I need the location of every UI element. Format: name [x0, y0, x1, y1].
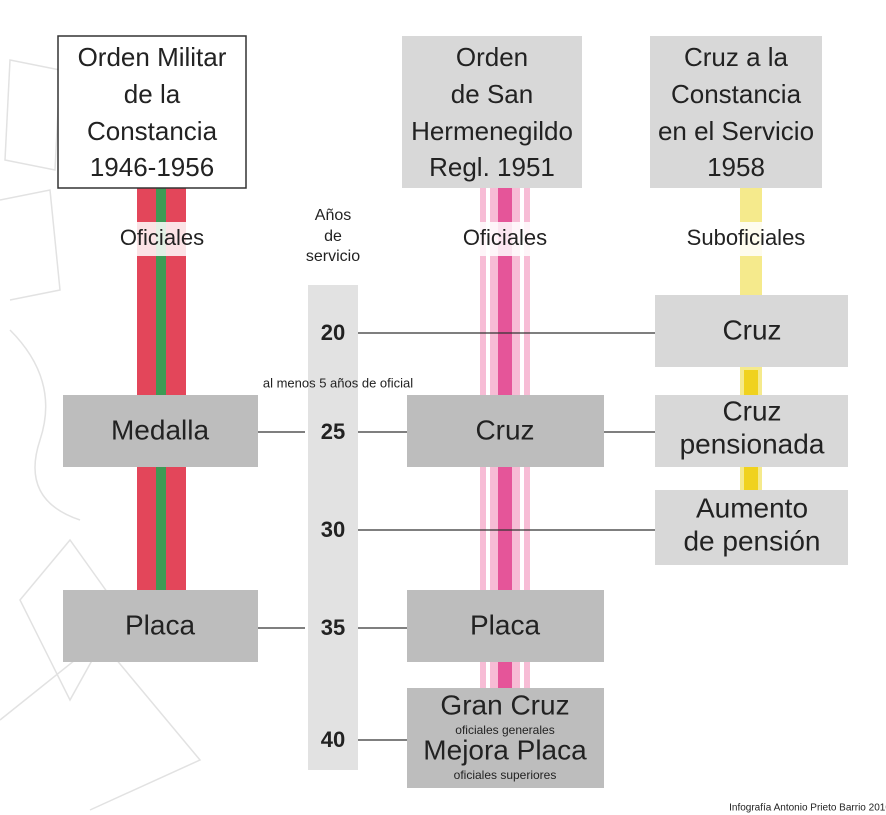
award-text: Medalla [111, 414, 209, 445]
infographic: Orden Militar de la Constancia 1946-1956… [0, 0, 886, 815]
header-text: Constancia [87, 116, 218, 146]
year-value: 20 [321, 320, 345, 345]
header-text: Orden [456, 42, 528, 72]
rank-label: Oficiales [120, 225, 204, 250]
years-label: servicio [306, 248, 360, 265]
year-value: 40 [321, 727, 345, 752]
rank-label: Oficiales [463, 225, 547, 250]
credit: Infografía Antonio Prieto Barrio 2010 [729, 803, 886, 814]
award-subtext: oficiales superiores [454, 768, 557, 782]
header-text: Cruz a la [684, 42, 789, 72]
award-text: Cruz [722, 314, 781, 345]
rank-label: Suboficiales [687, 225, 806, 250]
header-text: Constancia [671, 79, 802, 109]
award-text: Gran Cruz [440, 689, 569, 720]
years-note: al menos 5 años de oficial [263, 375, 413, 390]
award-text: Placa [470, 609, 540, 640]
award-text: pensionada [680, 428, 825, 459]
award-text: Aumento [696, 492, 808, 523]
year-value: 25 [321, 419, 345, 444]
header-text: Regl. 1951 [429, 152, 555, 182]
award-text: Cruz [722, 395, 781, 426]
year-value: 30 [321, 517, 345, 542]
header-text: Hermenegildo [411, 116, 573, 146]
award-text: de pensión [683, 525, 820, 556]
header-text: 1946-1956 [90, 152, 214, 182]
header-text: de San [451, 79, 533, 109]
award-text: Mejora Placa [423, 734, 587, 765]
header-text: 1958 [707, 152, 765, 182]
award-text: Placa [125, 609, 195, 640]
header-text: Orden Militar [78, 42, 227, 72]
award-text: Cruz [475, 414, 534, 445]
header-text: en el Servicio [658, 116, 814, 146]
year-value: 35 [321, 615, 345, 640]
header-text: de la [124, 79, 181, 109]
years-label: de [324, 228, 342, 245]
years-label: Años [315, 207, 351, 224]
